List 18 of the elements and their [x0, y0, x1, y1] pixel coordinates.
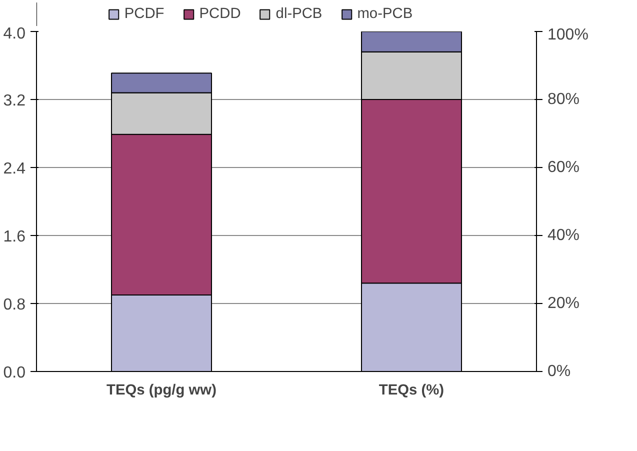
x-tick-label: TEQs (pg/g ww): [106, 382, 217, 398]
y2-tick-label: 20%: [548, 295, 580, 312]
y2-tick-label: 0%: [548, 363, 571, 380]
y-tick-label: 0.8: [3, 296, 26, 314]
y-tick-label: 0.0: [3, 364, 26, 382]
y-tick-label: 1.6: [3, 228, 26, 246]
y2-tick-label: 80%: [548, 91, 580, 108]
legend-label: dl-PCB: [276, 6, 322, 22]
x-tick-label: TEQs (%): [378, 382, 444, 398]
y2-tick-label: 40%: [548, 227, 580, 244]
legend-label: PCDD: [199, 6, 241, 22]
y-tick-label: 3.2: [3, 92, 26, 110]
y-tick-label: 2.4: [3, 160, 26, 178]
y2-tick-label: 100%: [548, 26, 588, 44]
y-tick-label: 4.0: [3, 26, 26, 42]
y2-tick-label: 60%: [548, 159, 580, 176]
legend-label: PCDF: [124, 6, 164, 22]
legend-label: mo-PCB: [357, 6, 413, 22]
